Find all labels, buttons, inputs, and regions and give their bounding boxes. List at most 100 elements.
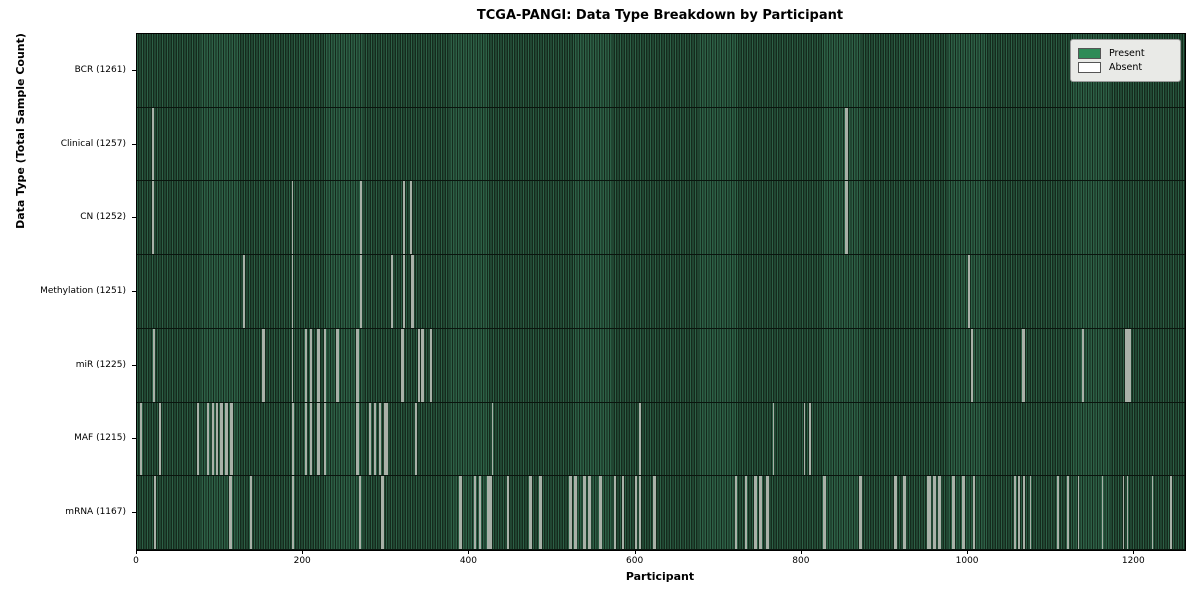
absent-mark bbox=[215, 402, 218, 476]
absent-mark bbox=[381, 476, 383, 549]
absent-mark bbox=[845, 181, 848, 255]
absent-mark bbox=[318, 402, 320, 476]
absent-mark bbox=[220, 402, 223, 476]
absent-mark bbox=[197, 402, 200, 476]
ytick-mark bbox=[132, 217, 136, 219]
absent-mark bbox=[230, 402, 233, 476]
absent-mark bbox=[973, 476, 975, 549]
absent-mark bbox=[1151, 476, 1154, 549]
absent-mark bbox=[430, 328, 432, 402]
absent-mark bbox=[823, 476, 826, 549]
xtick-mark bbox=[1133, 550, 1135, 554]
chart-title: TCGA-PANGI: Data Type Breakdown by Parti… bbox=[476, 8, 844, 23]
absent-mark bbox=[1170, 476, 1172, 549]
absent-mark bbox=[614, 476, 617, 549]
absent-mark bbox=[1122, 476, 1125, 549]
xtick-label-200: 200 bbox=[293, 556, 311, 566]
absent-mark bbox=[291, 476, 294, 549]
absent-mark bbox=[634, 476, 637, 549]
absent-mark bbox=[196, 402, 199, 476]
xtick-mark bbox=[800, 550, 802, 554]
xtick-label-400: 400 bbox=[459, 556, 478, 566]
absent-mark bbox=[489, 476, 491, 549]
absent-mark bbox=[357, 328, 359, 402]
ytick-label-bcr: BCR (1261) bbox=[74, 64, 126, 75]
absent-mark bbox=[309, 402, 312, 476]
absent-mark bbox=[384, 402, 387, 476]
absent-mark bbox=[153, 328, 156, 402]
absent-mark bbox=[305, 402, 308, 476]
absent-mark bbox=[934, 476, 936, 549]
xtick-label-800: 800 bbox=[792, 556, 810, 566]
absent-mark bbox=[473, 476, 476, 549]
absent-mark bbox=[968, 255, 970, 328]
legend-entry-absent: Absent bbox=[1078, 62, 1173, 73]
legend-present-label: Present bbox=[1109, 48, 1145, 59]
absent-mark bbox=[292, 402, 294, 476]
absent-mark bbox=[323, 402, 326, 476]
absent-mark bbox=[359, 476, 362, 549]
absent-mark bbox=[359, 255, 362, 328]
absent-mark bbox=[845, 107, 848, 181]
absent-mark bbox=[971, 328, 973, 402]
absent-mark bbox=[356, 402, 358, 476]
absent-mark bbox=[324, 328, 327, 402]
absent-mark bbox=[574, 476, 576, 549]
legend-absent-swatch bbox=[1078, 62, 1101, 73]
plot-area: Present Absent bbox=[136, 33, 1186, 551]
absent-mark bbox=[415, 402, 417, 476]
absent-mark bbox=[359, 181, 362, 255]
absent-mark bbox=[1126, 476, 1129, 549]
data-row-clinical bbox=[137, 107, 1185, 182]
data-row-bcr bbox=[137, 34, 1185, 108]
absent-mark bbox=[970, 328, 973, 402]
absent-mark bbox=[487, 476, 490, 549]
absent-mark bbox=[378, 402, 381, 476]
ytick-mark bbox=[132, 69, 136, 71]
absent-mark bbox=[621, 476, 624, 549]
absent-mark bbox=[225, 402, 227, 476]
legend-entry-present: Present bbox=[1078, 48, 1173, 59]
absent-mark bbox=[584, 476, 586, 549]
ytick-mark bbox=[132, 438, 136, 440]
absent-mark bbox=[373, 402, 376, 476]
absent-mark bbox=[529, 476, 531, 549]
absent-mark bbox=[845, 107, 847, 181]
absent-mark bbox=[229, 476, 231, 549]
absent-mark bbox=[507, 476, 510, 549]
absent-mark bbox=[589, 476, 591, 549]
absent-mark bbox=[588, 476, 590, 549]
x-axis-label: Participant bbox=[625, 570, 695, 583]
absent-mark bbox=[291, 255, 294, 328]
absent-mark bbox=[386, 402, 388, 476]
xtick-label-0: 0 bbox=[133, 556, 139, 566]
absent-mark bbox=[963, 476, 965, 549]
absent-mark bbox=[422, 328, 424, 402]
absent-mark bbox=[211, 402, 214, 476]
absent-mark bbox=[360, 181, 363, 255]
ytick-mark bbox=[132, 143, 136, 145]
absent-mark bbox=[418, 328, 421, 402]
absent-mark bbox=[417, 328, 420, 402]
absent-mark bbox=[569, 476, 571, 549]
absent-mark bbox=[1077, 476, 1080, 549]
absent-mark bbox=[379, 402, 382, 476]
ytick-mark bbox=[132, 364, 136, 366]
absent-mark bbox=[929, 476, 931, 549]
absent-mark bbox=[1066, 476, 1069, 549]
absent-mark bbox=[755, 476, 757, 549]
xtick-label-1200: 1200 bbox=[1121, 556, 1145, 566]
absent-mark bbox=[1082, 328, 1085, 402]
absent-mark bbox=[614, 476, 616, 549]
absent-mark bbox=[860, 476, 862, 549]
legend: Present Absent bbox=[1070, 39, 1181, 82]
absent-mark bbox=[938, 476, 941, 549]
absent-mark bbox=[735, 476, 737, 549]
absent-mark bbox=[808, 402, 811, 476]
absent-mark bbox=[772, 402, 775, 476]
absent-mark bbox=[639, 476, 642, 549]
absent-mark bbox=[243, 255, 245, 328]
absent-mark bbox=[323, 328, 326, 402]
absent-mark bbox=[1013, 476, 1016, 549]
absent-mark bbox=[962, 476, 964, 549]
